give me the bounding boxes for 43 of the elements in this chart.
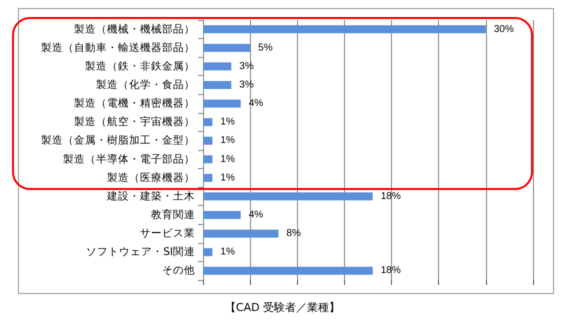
- y-tick-label: 製造（医療機器）: [107, 170, 195, 184]
- data-label: 3%: [239, 80, 254, 90]
- y-tick-label: 製造（自動車・輸送機器部品）: [41, 40, 195, 54]
- data-label: 1%: [220, 154, 235, 165]
- bar: [203, 118, 212, 126]
- y-tick-label: サービス業: [140, 228, 195, 240]
- y-tick-label: ソフトウェア・SI関連: [86, 245, 195, 258]
- y-tick-label: 製造（化学・食品）: [96, 78, 195, 91]
- data-label: 1%: [220, 135, 235, 146]
- data-label: 1%: [220, 246, 235, 258]
- data-label: 18%: [380, 265, 401, 276]
- text: 【CAD 受験者／業種】: [224, 300, 342, 315]
- bar: [203, 100, 241, 108]
- data-label: 18%: [380, 190, 401, 202]
- y-tick-label: 製造（航空・宇宙機器）: [74, 115, 195, 128]
- bar: [203, 62, 232, 70]
- bar: [203, 230, 278, 238]
- y-tick-label: 製造（半導体・電子部品）: [63, 152, 195, 166]
- y-tick-label: 教育関連: [151, 208, 195, 221]
- bar: [203, 192, 373, 200]
- bar: [203, 266, 373, 275]
- y-tick-label: 製造（金属・樹脂加工・金型）: [41, 134, 195, 147]
- y-tick-label: 製造（鉄・非鉄金属）: [85, 59, 195, 72]
- bar: [203, 211, 241, 219]
- data-label: 4%: [248, 98, 264, 110]
- data-label: 5%: [258, 42, 273, 54]
- data-label: 1%: [220, 116, 235, 128]
- bar: [203, 81, 232, 89]
- y-tick-label: 建設・建築・土木: [106, 189, 195, 202]
- data-label: 8%: [286, 228, 301, 240]
- bar: [203, 248, 212, 256]
- bar: [203, 174, 212, 182]
- data-label: 30%: [494, 24, 514, 35]
- y-tick-label: 製造（電機・精密機器）: [74, 96, 195, 110]
- bar: [203, 136, 212, 145]
- bar: [203, 25, 486, 34]
- y-tick-label: その他: [162, 264, 195, 277]
- data-label: 3%: [239, 60, 254, 72]
- bar: [203, 155, 212, 164]
- y-tick-label: 製造（機械・機械部品）: [74, 22, 195, 36]
- bar: [203, 44, 250, 52]
- data-label: 1%: [220, 172, 235, 184]
- data-label: 4%: [248, 210, 264, 220]
